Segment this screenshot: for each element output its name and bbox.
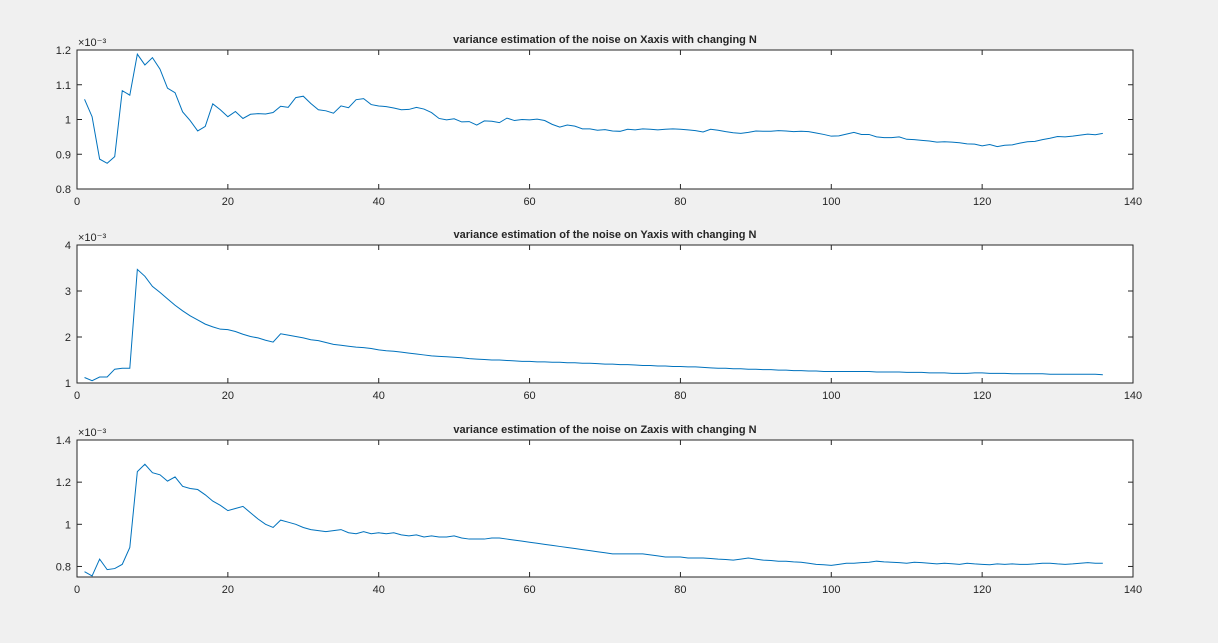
x-tick-label: 100 bbox=[822, 584, 840, 596]
x-tick-label: 100 bbox=[822, 390, 840, 402]
exponent-label: ×10⁻³ bbox=[78, 427, 106, 439]
y-tick-label: 4 bbox=[65, 240, 71, 252]
y-tick-label: 1.4 bbox=[56, 435, 71, 447]
subplot-1: 0 20 40 60 80 100 120 140 0.8 0.9 1 1.1 1.2 ×10⁻³ vari… bbox=[56, 34, 1142, 208]
x-tick-label: 80 bbox=[674, 584, 686, 596]
x-tick-label: 40 bbox=[373, 584, 385, 596]
x-tick-label: 20 bbox=[222, 584, 234, 596]
y-tick-label: 1.2 bbox=[56, 45, 71, 57]
x-tick-label: 60 bbox=[523, 390, 535, 402]
axes-box bbox=[76, 49, 1134, 190]
x-tick-label: 120 bbox=[973, 584, 991, 596]
y-tick-label: 0.8 bbox=[56, 561, 71, 573]
x-tick-label: 0 bbox=[74, 196, 80, 208]
y-tick-label: 1.2 bbox=[56, 477, 71, 489]
y-tick-label: 1.1 bbox=[56, 80, 71, 92]
chart-title: variance estimation of the noise on Zaxi… bbox=[453, 424, 756, 436]
exponent-label: ×10⁻³ bbox=[78, 232, 106, 244]
x-tick-label: 20 bbox=[222, 390, 234, 402]
chart-title: variance estimation of the noise on Xaxi… bbox=[453, 34, 757, 46]
y-tick-label: 1 bbox=[65, 378, 71, 390]
y-tick-label: 1 bbox=[65, 519, 71, 531]
y-tick-label: 0.9 bbox=[56, 149, 71, 161]
x-tick-label: 40 bbox=[373, 196, 385, 208]
x-tick-label: 60 bbox=[523, 196, 535, 208]
y-tick-label: 0.8 bbox=[56, 184, 71, 196]
x-tick-label: 80 bbox=[674, 390, 686, 402]
series-line bbox=[84, 268, 1103, 382]
x-tick-label: 20 bbox=[222, 196, 234, 208]
x-tick-label: 120 bbox=[973, 196, 991, 208]
series-line bbox=[84, 52, 1103, 164]
x-tick-label: 60 bbox=[523, 584, 535, 596]
x-tick-label: 80 bbox=[674, 196, 686, 208]
x-tick-label: 120 bbox=[973, 390, 991, 402]
axes-box bbox=[76, 244, 1134, 384]
subplot-2: 0 20 40 60 80 100 120 140 1 2 3 4 ×10⁻³ variance esti… bbox=[65, 229, 1142, 402]
x-tick-label: 140 bbox=[1124, 196, 1142, 208]
exponent-label: ×10⁻³ bbox=[78, 37, 106, 49]
x-tick-label: 0 bbox=[74, 584, 80, 596]
chart-title: variance estimation of the noise on Yaxi… bbox=[454, 229, 757, 241]
y-tick-label: 3 bbox=[65, 286, 71, 298]
x-tick-label: 140 bbox=[1124, 584, 1142, 596]
subplot-3: 0 20 40 60 80 100 120 140 0.8 1 1.2 1.4 ×10⁻³ varianc… bbox=[56, 424, 1142, 596]
series-line bbox=[84, 463, 1103, 577]
y-tick-label: 1 bbox=[65, 115, 71, 127]
x-tick-label: 40 bbox=[373, 390, 385, 402]
x-tick-label: 0 bbox=[74, 390, 80, 402]
axes-box bbox=[76, 439, 1134, 578]
x-tick-label: 100 bbox=[822, 196, 840, 208]
x-tick-label: 140 bbox=[1124, 390, 1142, 402]
y-tick-label: 2 bbox=[65, 332, 71, 344]
